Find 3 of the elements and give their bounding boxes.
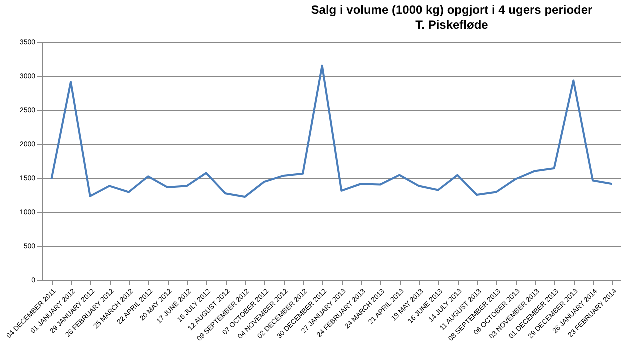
- line-series: [50, 64, 614, 198]
- chart-title: Salg i volume (1000 kg) opgjort i 4 ugers perioder: [311, 3, 594, 17]
- chart-subtitle: T. Piskefløde: [416, 18, 489, 32]
